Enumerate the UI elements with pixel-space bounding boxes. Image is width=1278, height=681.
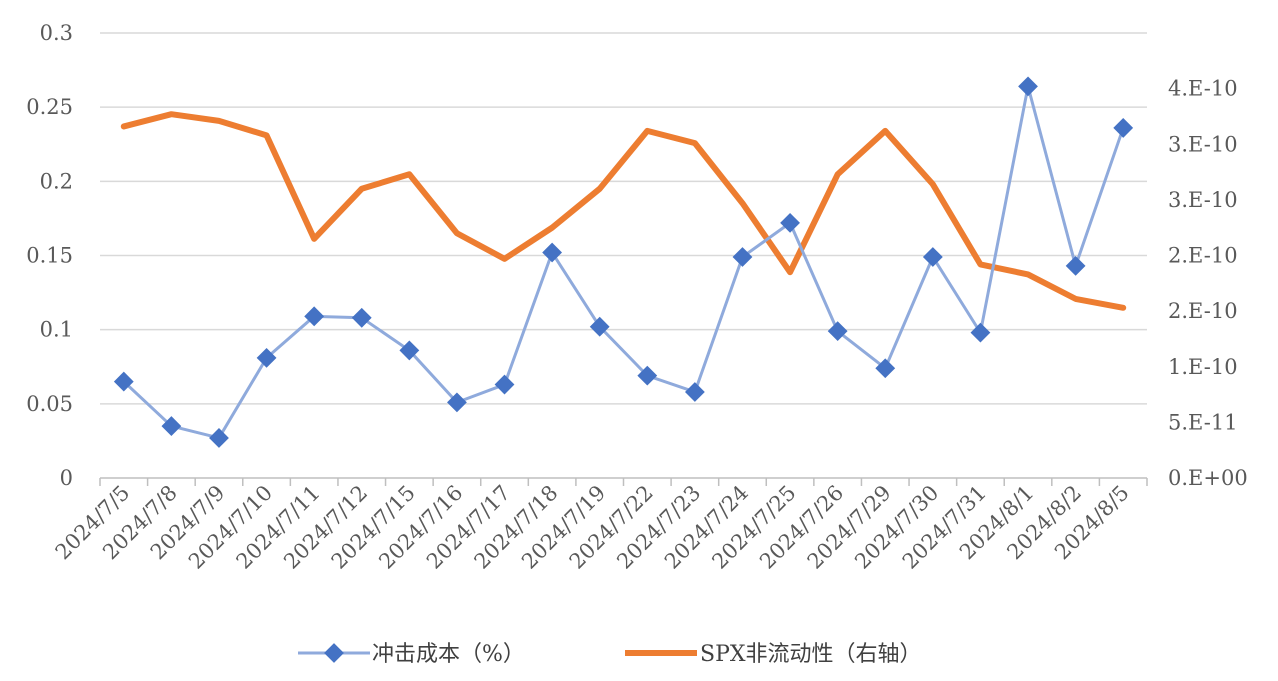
legend-item-spx-illiquidity: SPX非流动性（右轴） xyxy=(625,642,922,667)
data-point-impact-cost xyxy=(113,371,134,392)
data-point-impact-cost xyxy=(161,416,182,436)
left-tick-label: 0.3 xyxy=(40,21,73,45)
left-tick-label: 0.05 xyxy=(26,392,73,416)
data-point-impact-cost xyxy=(256,347,277,368)
right-tick-label: 2.E-10 xyxy=(1168,244,1238,268)
left-tick-label: 0 xyxy=(60,466,73,490)
legend-item-impact-cost: 冲击成本（%） xyxy=(298,642,525,667)
data-point-impact-cost xyxy=(780,212,800,233)
data-point-impact-cost xyxy=(304,306,325,327)
right-tick-label: 3.E-10 xyxy=(1168,188,1238,212)
plot-area xyxy=(113,76,1134,448)
data-point-impact-cost xyxy=(827,321,848,342)
left-tick-label: 0.15 xyxy=(26,244,73,268)
data-point-impact-cost xyxy=(1065,255,1086,276)
right-tick-label: 4.E-10 xyxy=(1168,77,1238,101)
right-tick-label: 3.E-10 xyxy=(1168,132,1238,156)
series-line-spx-illiquidity xyxy=(120,111,1127,311)
right-tick-label: 1.E-10 xyxy=(1168,355,1238,379)
series-line-impact-cost xyxy=(122,84,1125,440)
data-point-impact-cost xyxy=(351,307,372,328)
data-point-impact-cost xyxy=(637,365,658,386)
data-point-impact-cost xyxy=(589,316,610,337)
data-point-impact-cost xyxy=(922,247,943,267)
data-point-impact-cost xyxy=(1113,118,1134,138)
data-point-impact-cost xyxy=(209,428,229,448)
left-tick-label: 0.25 xyxy=(26,95,73,119)
right-tick-label: 2.E-10 xyxy=(1168,299,1238,323)
data-point-impact-cost xyxy=(494,374,515,395)
data-point-impact-cost xyxy=(970,322,991,343)
right-axis-ticks: 0.E+00 5.E-11 1.E-10 2.E-10 2.E-10 3.E-10 3.E-… xyxy=(1168,77,1248,490)
left-tick-label: 0.1 xyxy=(40,318,73,342)
data-point-impact-cost xyxy=(875,358,896,379)
legend: 冲击成本（%） SPX非流动性（右轴） xyxy=(298,642,922,667)
data-point-impact-cost xyxy=(732,247,753,267)
left-tick-label: 0.2 xyxy=(40,169,73,193)
legend-marker-impact-cost xyxy=(324,643,344,663)
data-point-impact-cost xyxy=(447,392,467,413)
right-tick-label: 0.E+00 xyxy=(1168,466,1248,490)
data-point-impact-cost xyxy=(542,242,563,263)
right-tick-label: 5.E-11 xyxy=(1168,410,1238,434)
gridlines xyxy=(100,32,1147,405)
data-point-impact-cost xyxy=(684,382,705,402)
x-axis xyxy=(99,477,1148,486)
legend-label-impact-cost: 冲击成本（%） xyxy=(372,642,525,667)
left-axis-ticks: 0 0.05 0.1 0.15 0.2 0.25 0.3 xyxy=(26,21,73,490)
data-point-impact-cost xyxy=(1018,76,1038,97)
data-point-impact-cost xyxy=(399,340,420,361)
legend-label-spx-illiquidity: SPX非流动性（右轴） xyxy=(700,642,922,667)
x-axis-ticks: 2024/7/52024/7/82024/7/92024/7/102024/7/… xyxy=(51,481,1134,574)
